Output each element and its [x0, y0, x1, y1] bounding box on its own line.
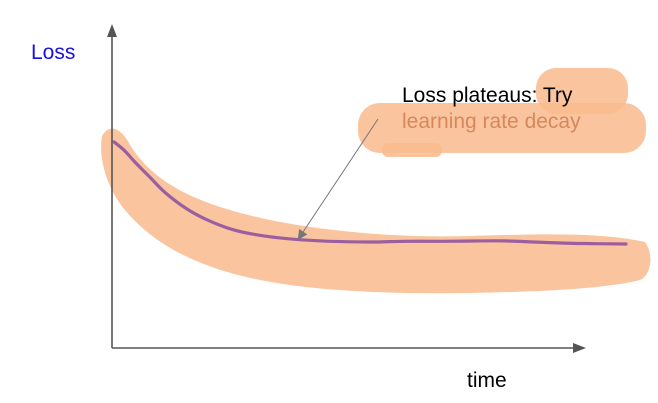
annotation-line-1: Loss plateaus: Try	[402, 84, 573, 107]
series-layer	[112, 140, 628, 246]
y-axis-arrowhead	[107, 24, 117, 37]
x-axis-label: time	[467, 369, 507, 392]
y-axis-label: Loss	[31, 41, 76, 64]
axes-layer	[107, 24, 586, 353]
pointer-layer	[297, 118, 379, 240]
loss-curve-0	[112, 140, 628, 246]
annotation-pointer-0	[297, 118, 379, 240]
x-axis-arrowhead	[573, 343, 586, 353]
plateau-annotation: Loss plateaus: Try learning rate decay	[402, 83, 581, 135]
curve-highlight	[101, 128, 651, 294]
annotation-line-2: learning rate decay	[402, 110, 581, 133]
annotation-highlight-top	[536, 68, 628, 114]
annotation-highlight-tail	[382, 143, 442, 157]
highlight-layer	[101, 68, 651, 294]
annotation-highlight	[358, 103, 646, 153]
